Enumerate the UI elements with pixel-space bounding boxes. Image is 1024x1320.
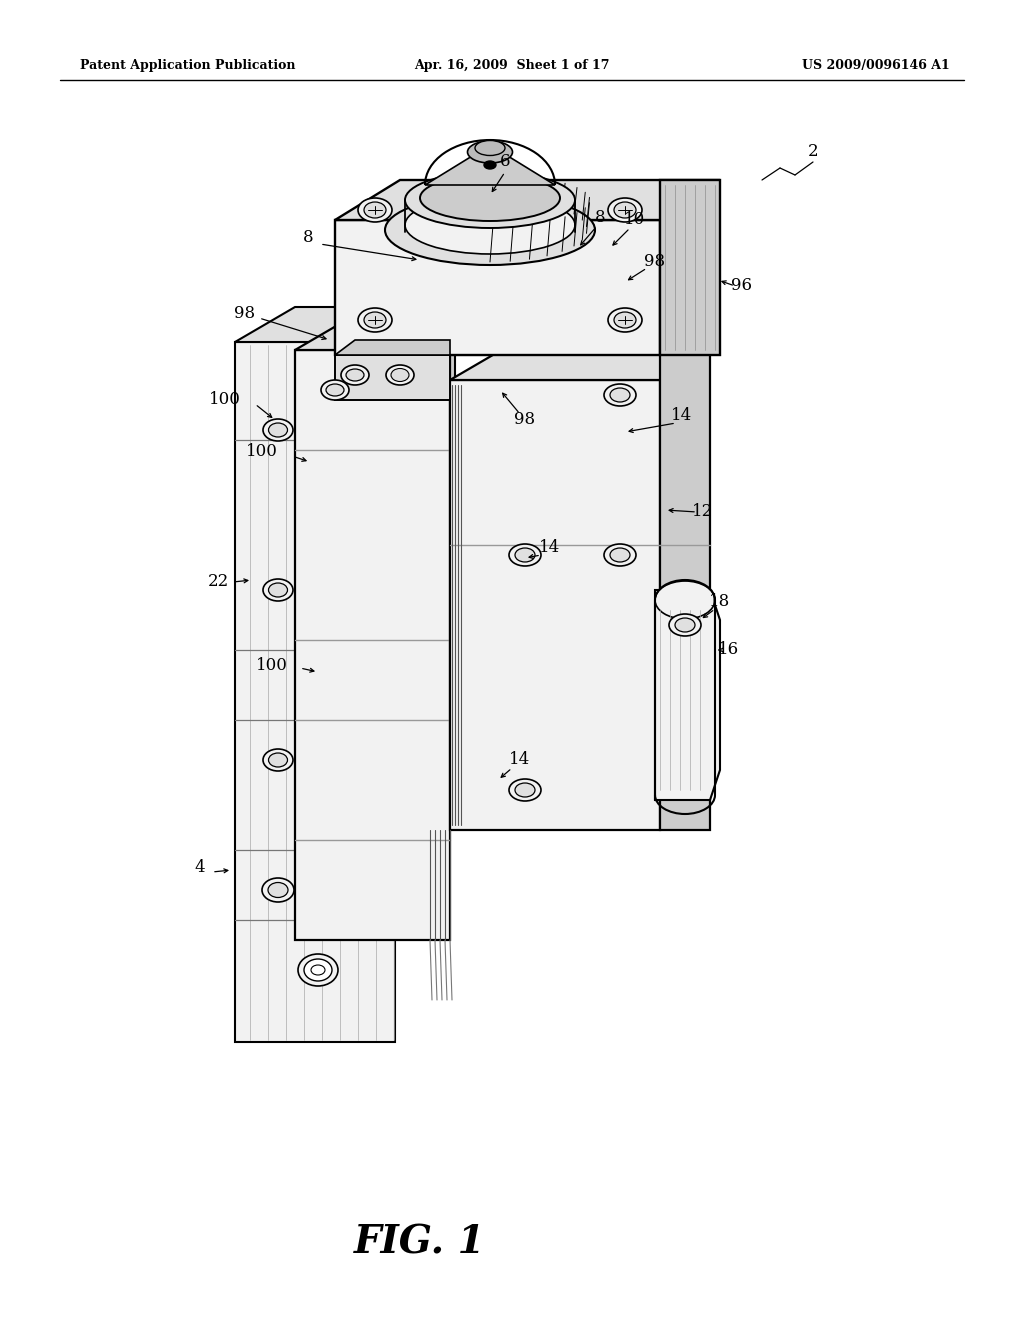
Polygon shape (395, 308, 455, 411)
Ellipse shape (341, 366, 369, 385)
Text: 8: 8 (595, 210, 605, 227)
Polygon shape (335, 341, 450, 355)
Ellipse shape (406, 195, 575, 253)
Text: 18: 18 (710, 594, 731, 610)
Polygon shape (234, 342, 395, 1041)
Ellipse shape (468, 141, 512, 162)
Text: 2: 2 (808, 144, 818, 161)
Ellipse shape (610, 548, 630, 562)
Text: Apr. 16, 2009  Sheet 1 of 17: Apr. 16, 2009 Sheet 1 of 17 (415, 58, 609, 71)
Ellipse shape (509, 779, 541, 801)
Ellipse shape (268, 883, 288, 898)
Ellipse shape (364, 202, 386, 218)
Ellipse shape (263, 579, 293, 601)
Ellipse shape (358, 308, 392, 333)
Ellipse shape (386, 366, 414, 385)
Ellipse shape (675, 618, 695, 632)
Ellipse shape (311, 965, 325, 975)
Ellipse shape (268, 752, 288, 767)
Ellipse shape (608, 308, 642, 333)
Text: Patent Application Publication: Patent Application Publication (80, 58, 296, 71)
Text: 100: 100 (246, 444, 278, 461)
Ellipse shape (346, 370, 364, 381)
Polygon shape (295, 315, 505, 350)
Ellipse shape (655, 581, 715, 619)
Ellipse shape (385, 195, 595, 265)
Ellipse shape (262, 878, 294, 902)
Text: FIG. 1: FIG. 1 (354, 1224, 485, 1261)
Text: 98: 98 (644, 253, 666, 271)
Text: 4: 4 (195, 859, 206, 876)
Text: 8: 8 (303, 230, 313, 247)
Ellipse shape (669, 614, 701, 636)
Text: 22: 22 (208, 573, 228, 590)
Ellipse shape (263, 748, 293, 771)
Ellipse shape (358, 198, 392, 222)
Text: 6: 6 (500, 153, 510, 170)
Text: 14: 14 (672, 408, 692, 425)
Ellipse shape (263, 418, 293, 441)
Ellipse shape (604, 384, 636, 407)
Ellipse shape (298, 954, 338, 986)
Ellipse shape (321, 380, 349, 400)
Polygon shape (655, 590, 720, 800)
Polygon shape (660, 345, 710, 830)
Ellipse shape (509, 544, 541, 566)
Text: 14: 14 (540, 540, 560, 557)
Ellipse shape (326, 384, 344, 396)
Ellipse shape (614, 312, 636, 327)
Ellipse shape (614, 202, 636, 218)
Polygon shape (295, 350, 450, 940)
Ellipse shape (311, 506, 325, 515)
Text: 12: 12 (692, 503, 714, 520)
Ellipse shape (304, 499, 332, 521)
Ellipse shape (298, 494, 338, 525)
Polygon shape (450, 380, 660, 830)
Text: 96: 96 (731, 277, 753, 294)
Ellipse shape (610, 388, 630, 403)
Text: 16: 16 (718, 642, 738, 659)
Text: 98: 98 (234, 305, 256, 322)
Polygon shape (234, 308, 455, 342)
Polygon shape (335, 220, 660, 355)
Ellipse shape (391, 368, 409, 381)
Ellipse shape (268, 583, 288, 597)
Text: 10: 10 (625, 211, 645, 228)
Ellipse shape (604, 544, 636, 566)
Ellipse shape (420, 176, 560, 220)
Polygon shape (450, 345, 710, 380)
Polygon shape (450, 315, 505, 355)
Text: US 2009/0096146 A1: US 2009/0096146 A1 (802, 58, 950, 71)
Polygon shape (335, 355, 450, 400)
Ellipse shape (515, 783, 535, 797)
Text: 98: 98 (514, 412, 536, 429)
Text: 100: 100 (256, 656, 288, 673)
Ellipse shape (304, 960, 332, 981)
Ellipse shape (268, 422, 288, 437)
Ellipse shape (608, 198, 642, 222)
Ellipse shape (484, 161, 496, 169)
Polygon shape (335, 180, 720, 220)
Text: 14: 14 (509, 751, 530, 768)
Text: 100: 100 (209, 392, 241, 408)
Polygon shape (660, 180, 720, 355)
Ellipse shape (406, 172, 575, 228)
Ellipse shape (515, 548, 535, 562)
Ellipse shape (364, 312, 386, 327)
Polygon shape (425, 145, 555, 185)
Ellipse shape (475, 140, 505, 156)
